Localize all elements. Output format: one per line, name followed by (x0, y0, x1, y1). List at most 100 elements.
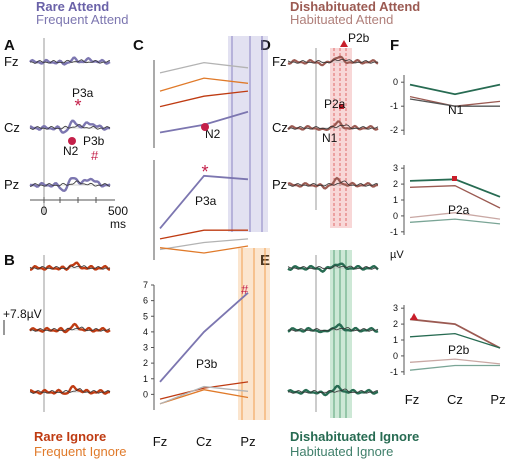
chart-series-c-p3a-2 (159, 238, 249, 251)
header-frequent-attend: Frequent Attend (36, 12, 129, 27)
chart-label-f-p2a: P2a (448, 203, 470, 217)
chart-series-f-p2b-1 (409, 332, 501, 349)
chart-tick-label-c-p3b: 2 (143, 358, 148, 368)
c-n2-dot (201, 123, 209, 131)
b-erp-frequent-fz (29, 265, 111, 270)
chart-c-p3b: 0 1 2 3 4 5 6 7 P3b (143, 280, 249, 410)
c-category-cz: Cz (196, 434, 212, 449)
header-hab-ignore: Habituated Ignore (290, 444, 394, 459)
e-highlight-band (338, 250, 346, 418)
panel-letter-f: F (390, 37, 399, 54)
chart-tick-label-c-p3b: 4 (143, 327, 148, 337)
chart-tick-label-c-p3b: 0 (143, 389, 148, 399)
d-electrode-label-cz: Cz (272, 120, 288, 135)
chart-tick-label-c-p3b: 5 (143, 311, 148, 321)
chart-tick-label-f-p2a: 1 (393, 195, 398, 205)
header-rare-attend: Rare Attend (36, 0, 110, 14)
chart-tick-label-f-p2b: 2 (393, 319, 398, 329)
a-erp-frequent-pz (30, 180, 111, 187)
b-erp-rare-cz (29, 322, 111, 334)
d-square-marker (339, 104, 344, 109)
chart-series-c-p3a-3 (159, 245, 249, 254)
chart-series-c-p3b-2 (159, 389, 249, 405)
a-electrode-label-cz: Cz (4, 120, 20, 135)
chart-series-f-p2b-3 (409, 364, 500, 371)
a-time-unit: ms (110, 217, 126, 231)
chart-series-f-n1-0 (409, 83, 501, 96)
a-erp-frequent-cz (29, 124, 111, 130)
header-dishab-ignore: Dishabituated Ignore (290, 429, 420, 444)
chart-tick-label-f-p2a: -1 (390, 227, 398, 237)
d-p2b-label: P2b (348, 31, 370, 45)
header-hab-attend: Habituated Attend (290, 12, 394, 27)
header-rare-ignore: Rare Ignore (34, 429, 107, 444)
d-erp-hab-cz (287, 124, 379, 130)
chart-f-p2b: -1 0 1 2 3 P2b (390, 303, 501, 377)
a-hash-marker: # (91, 148, 99, 163)
chart-f-n1: 0 -1 -2 N1 (390, 75, 501, 135)
chart-series-c-p3b-3 (159, 385, 249, 405)
chart-label-c-p3b: P3b (196, 357, 218, 371)
chart-series-f-p2a-0 (409, 178, 501, 198)
c-hash-marker: # (241, 282, 249, 297)
chart-series-c-p3b-0 (159, 292, 249, 383)
d-erp-hab-fz (287, 58, 379, 64)
chart-tick-label-f-p2a: 3 (393, 163, 398, 173)
a-erp-rare-pz (29, 177, 111, 193)
panel-letter-d: D (260, 37, 271, 54)
c-star-marker: * (201, 162, 208, 182)
chart-tick-label-c-p3b: 7 (143, 280, 148, 290)
chart-tick-label-f-n1: -2 (390, 125, 398, 135)
e-erp-hab-cz (287, 327, 379, 332)
e-erp-hab-fz (287, 265, 378, 270)
c-category-fz: Fz (153, 434, 167, 449)
chart-series-f-p2b-2 (409, 358, 501, 365)
a-n2-dot (68, 137, 76, 145)
d-electrode-label-pz: Pz (272, 177, 287, 192)
a-star-marker: * (74, 96, 81, 116)
chart-tick-label-f-p2b: 3 (393, 303, 398, 313)
d-highlight-band (346, 48, 352, 228)
d-triangle-marker (340, 40, 348, 47)
chart-label-f-p2b: P2b (448, 343, 470, 357)
d-p2a-label: P2a (324, 97, 346, 111)
panel-letter-b: B (4, 252, 15, 269)
chart-tick-label-c-p3b: 6 (143, 296, 148, 306)
a-p3b-label: P3b (83, 134, 105, 148)
a-time-zero: 0 (41, 204, 48, 218)
chart-series-f-p2a-2 (409, 212, 501, 220)
chart-tick-label-f-p2a: 2 (393, 179, 398, 189)
b-erp-frequent-cz (29, 326, 111, 332)
panel-letter-a: A (4, 37, 15, 54)
f-category-fz: Fz (405, 392, 419, 407)
d-n1-label: N1 (322, 131, 338, 145)
d-erp-hab-pz (287, 180, 379, 187)
f-uv-label: µV (390, 249, 404, 261)
f-category-cz: Cz (447, 392, 463, 407)
chart-series-c-p3a-0 (159, 174, 249, 229)
d-electrode-label-fz: Fz (272, 54, 286, 69)
a-highlight-band (240, 36, 256, 232)
chart-series-c-n2-3 (159, 61, 249, 74)
chart-tick-label-f-n1: -1 (390, 101, 398, 111)
header-frequent-ignore: Frequent Ignore (34, 444, 127, 459)
a-erp-frequent-fz (29, 59, 111, 64)
chart-f-p2a: -1 0 1 2 3 P2a (390, 163, 501, 237)
b-scale-label: +7.8µV (3, 307, 42, 321)
chart-tick-label-c-p3b: 3 (143, 343, 148, 353)
panel-letter-c: C (133, 37, 144, 54)
header-dishab-attend: Dishabituated Attend (290, 0, 421, 14)
b-erp-frequent-pz (29, 388, 111, 394)
chart-tick-label-f-p2b: 0 (393, 351, 398, 361)
chart-series-f-p2a-1 (409, 185, 501, 209)
chart-series-c-p3b-1 (159, 381, 249, 400)
chart-tick-label-f-p2b: -1 (390, 367, 398, 377)
f-category-pz: Pz (490, 392, 505, 407)
chart-series-c-p3a-1 (159, 229, 248, 240)
e-erp-hab-pz (287, 388, 379, 394)
chart-tick-label-c-p3b: 1 (143, 374, 148, 384)
a-erp-rare-fz (29, 56, 111, 66)
chart-c-p3a: P3a (153, 160, 249, 260)
